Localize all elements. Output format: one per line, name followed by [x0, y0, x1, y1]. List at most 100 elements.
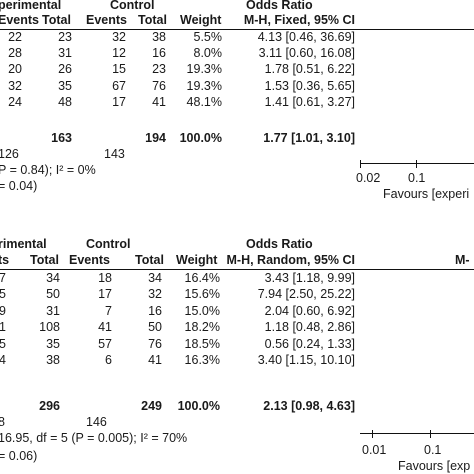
col-method: M-H, Random, 95% CI	[226, 253, 356, 267]
total-n-control: 194	[145, 131, 166, 145]
total-weight: 100.0%	[177, 399, 220, 413]
header-rule	[0, 29, 474, 30]
col-total-control: Total	[135, 253, 164, 267]
total-odds-ratio: 1.77 [1.01, 3.10]	[263, 131, 355, 145]
cell-odds-ratio: 1.41 [0.61, 3.27]	[264, 94, 355, 109]
cell-total-control: 23	[152, 62, 166, 77]
cell-events-experimental: 5	[0, 287, 6, 302]
total-n-experimental: 163	[51, 131, 72, 145]
cell-total-experimental: 48	[58, 94, 72, 109]
cell-weight: 15.0%	[184, 303, 220, 318]
col-events-experimental: Events	[0, 13, 39, 27]
cell-weight: 19.3%	[186, 62, 222, 77]
cell-odds-ratio: 1.18 [0.48, 2.86]	[264, 320, 355, 335]
cell-weight: 19.3%	[186, 78, 222, 93]
cell-total-experimental: 23	[58, 30, 72, 44]
cell-total-experimental: 31	[58, 46, 72, 61]
cell-weight: 16.3%	[184, 353, 220, 367]
cell-total-experimental: 50	[46, 287, 60, 302]
header-odds-ratio: Odds Ratio	[246, 0, 313, 12]
cell-total-experimental: 26	[58, 62, 72, 77]
heterogeneity-text: P = 0.84); I² = 0%	[0, 163, 96, 177]
header-odds-ratio: Odds Ratio	[246, 237, 313, 251]
cell-total-control: 41	[152, 94, 166, 109]
header-control: Control	[110, 0, 155, 12]
cell-events-control: 6	[105, 353, 112, 367]
cell-weight: 18.5%	[184, 336, 220, 351]
cell-events-experimental: 32	[8, 78, 22, 93]
col-events-control: Events	[69, 253, 110, 267]
total-events-experimental: 8	[0, 415, 5, 429]
cell-odds-ratio: 3.40 [1.15, 10.10]	[257, 353, 355, 367]
cell-events-experimental: 7	[0, 271, 6, 285]
cell-events-control: 15	[112, 62, 126, 77]
cell-events-experimental: 4	[0, 353, 6, 367]
cell-events-control: 67	[112, 78, 126, 93]
col-weight: Weight	[176, 253, 218, 267]
axis-tick	[360, 160, 361, 168]
cell-total-control: 34	[148, 271, 162, 285]
cell-odds-ratio: 2.04 [0.60, 6.92]	[264, 303, 355, 318]
cell-events-control: 7	[105, 303, 112, 318]
col-method-right: M-	[455, 253, 470, 267]
col-method: M-H, Fixed, 95% CI	[243, 13, 355, 27]
cell-weight: 16.4%	[184, 271, 220, 285]
col-events-control: Events	[86, 13, 127, 27]
favours-label: Favours [exp	[398, 459, 471, 473]
total-weight: 100.0%	[179, 131, 222, 145]
cell-total-experimental: 31	[46, 303, 60, 318]
cell-odds-ratio: 1.78 [0.51, 6.22]	[264, 62, 355, 77]
forest-axis	[360, 163, 474, 164]
cell-total-experimental: 35	[58, 78, 72, 93]
axis-tick-label: 0.1	[424, 443, 442, 457]
axis-tick-label: 0.01	[362, 443, 387, 457]
cell-events-experimental: 9	[0, 303, 6, 318]
total-odds-ratio: 2.13 [0.98, 4.63]	[263, 399, 355, 413]
total-events-control: 146	[86, 415, 107, 429]
cell-weight: 8.0%	[193, 46, 223, 61]
total-n-experimental: 296	[39, 399, 60, 413]
header-experimental: perimental	[0, 0, 62, 12]
favours-label: Favours [experi	[383, 187, 470, 201]
axis-tick-label: 0.1	[408, 171, 426, 185]
cell-weight: 18.2%	[184, 320, 220, 335]
axis-tick	[372, 430, 373, 438]
axis-tick	[416, 160, 417, 168]
cell-events-control: 41	[98, 320, 112, 335]
cell-events-experimental: 5	[0, 336, 6, 351]
cell-odds-ratio: 4.13 [0.46, 36.69]	[257, 30, 355, 44]
cell-events-experimental: 22	[8, 30, 22, 44]
axis-tick-label: 0.02	[356, 171, 381, 185]
cell-total-control: 32	[148, 287, 162, 302]
header-experimental: rimental	[0, 237, 47, 251]
cell-total-control: 16	[152, 46, 166, 61]
cell-events-control: 57	[98, 336, 112, 351]
total-events-control: 143	[104, 147, 125, 161]
cell-weight: 15.6%	[184, 287, 220, 302]
cell-odds-ratio: 7.94 [2.50, 25.22]	[257, 287, 355, 302]
cell-odds-ratio: 0.56 [0.24, 1.33]	[264, 336, 355, 351]
cell-events-experimental: 20	[8, 62, 22, 77]
axis-tick	[430, 430, 431, 438]
cell-events-control: 17	[112, 94, 126, 109]
col-total-experimental: Total	[42, 13, 71, 27]
total-n-control: 249	[141, 399, 162, 413]
cell-total-control: 16	[148, 303, 162, 318]
col-weight: Weight	[180, 13, 222, 27]
cell-total-experimental: 34	[46, 271, 60, 285]
cell-events-experimental: 28	[8, 46, 22, 61]
overall-effect-text: = 0.06)	[0, 449, 38, 463]
cell-weight: 48.1%	[186, 94, 222, 109]
col-events-experimental: ts	[0, 253, 10, 267]
cell-events-control: 12	[112, 46, 126, 61]
cell-odds-ratio: 3.11 [0.60, 16.08]	[258, 46, 355, 61]
cell-odds-ratio: 1.53 [0.36, 5.65]	[264, 78, 355, 93]
total-events-experimental: 126	[0, 147, 19, 161]
cell-events-control: 17	[98, 287, 112, 302]
forest-axis	[360, 433, 474, 434]
cell-total-control: 41	[148, 353, 162, 367]
header-rule	[0, 269, 474, 270]
header-control: Control	[86, 237, 131, 251]
cell-total-control: 76	[148, 336, 162, 351]
cell-total-experimental: 35	[46, 336, 60, 351]
